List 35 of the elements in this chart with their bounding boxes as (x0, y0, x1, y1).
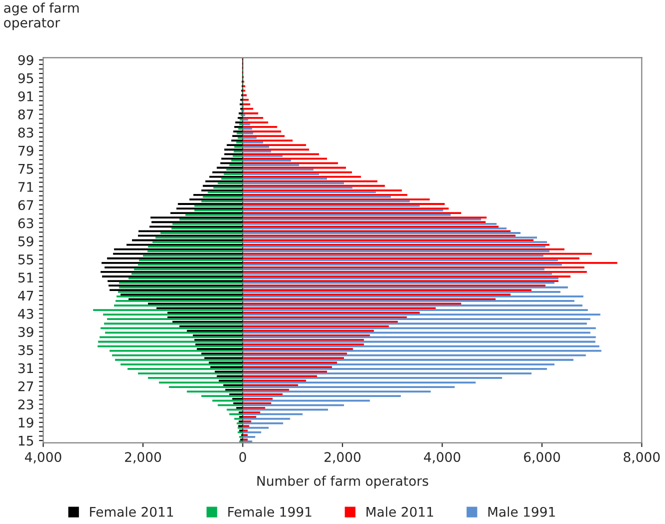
y-tick-label: 99 (18, 55, 34, 66)
y-tick-label: 63 (18, 218, 34, 228)
y-tick-label: 55 (18, 254, 34, 264)
y-tick-label: 23 (18, 399, 34, 410)
x-tick-label: 8,000 (624, 452, 660, 464)
x-tick-label: 2,000 (125, 452, 161, 464)
y-tick-label: 83 (18, 128, 34, 138)
y-tick-label: 91 (18, 91, 33, 102)
y-tick-label: 95 (18, 73, 34, 84)
x-tick-label: 4,000 (24, 452, 62, 464)
x-tick-label: 0 (239, 452, 246, 462)
y-tick-label: 67 (18, 200, 34, 210)
y-tick-label: 27 (18, 381, 34, 392)
y-tick-label: 47 (18, 290, 34, 301)
x-tick-label: 6,000 (524, 452, 560, 464)
y-tick-label: 39 (18, 326, 34, 337)
y-tick-label: 75 (18, 164, 34, 174)
y-tick-label: 43 (18, 308, 34, 319)
y-tick-label: 71 (18, 182, 33, 192)
y-tick-label: 31 (18, 363, 33, 374)
y-tick-label: 19 (18, 418, 34, 428)
legend-label: Male 1991 (488, 506, 555, 517)
legend-label: Female 2011 (90, 506, 174, 517)
y-axis-title: age of farm operator (4, 2, 79, 30)
legend-label: Female 1991 (228, 506, 312, 517)
y-tick-label: 59 (18, 236, 34, 246)
x-tick-label: 4,000 (424, 452, 460, 464)
y-tick-label: 87 (18, 110, 34, 120)
y-tick-label: 79 (18, 146, 34, 156)
y-tick-label: 51 (18, 272, 33, 283)
x-axis-title: Number of farm operators (257, 476, 428, 488)
x-tick-label: 2,000 (324, 452, 360, 464)
legend-label: Male 2011 (366, 506, 434, 517)
y-tick-label: 15 (18, 436, 34, 446)
y-tick-label: 35 (18, 345, 34, 356)
